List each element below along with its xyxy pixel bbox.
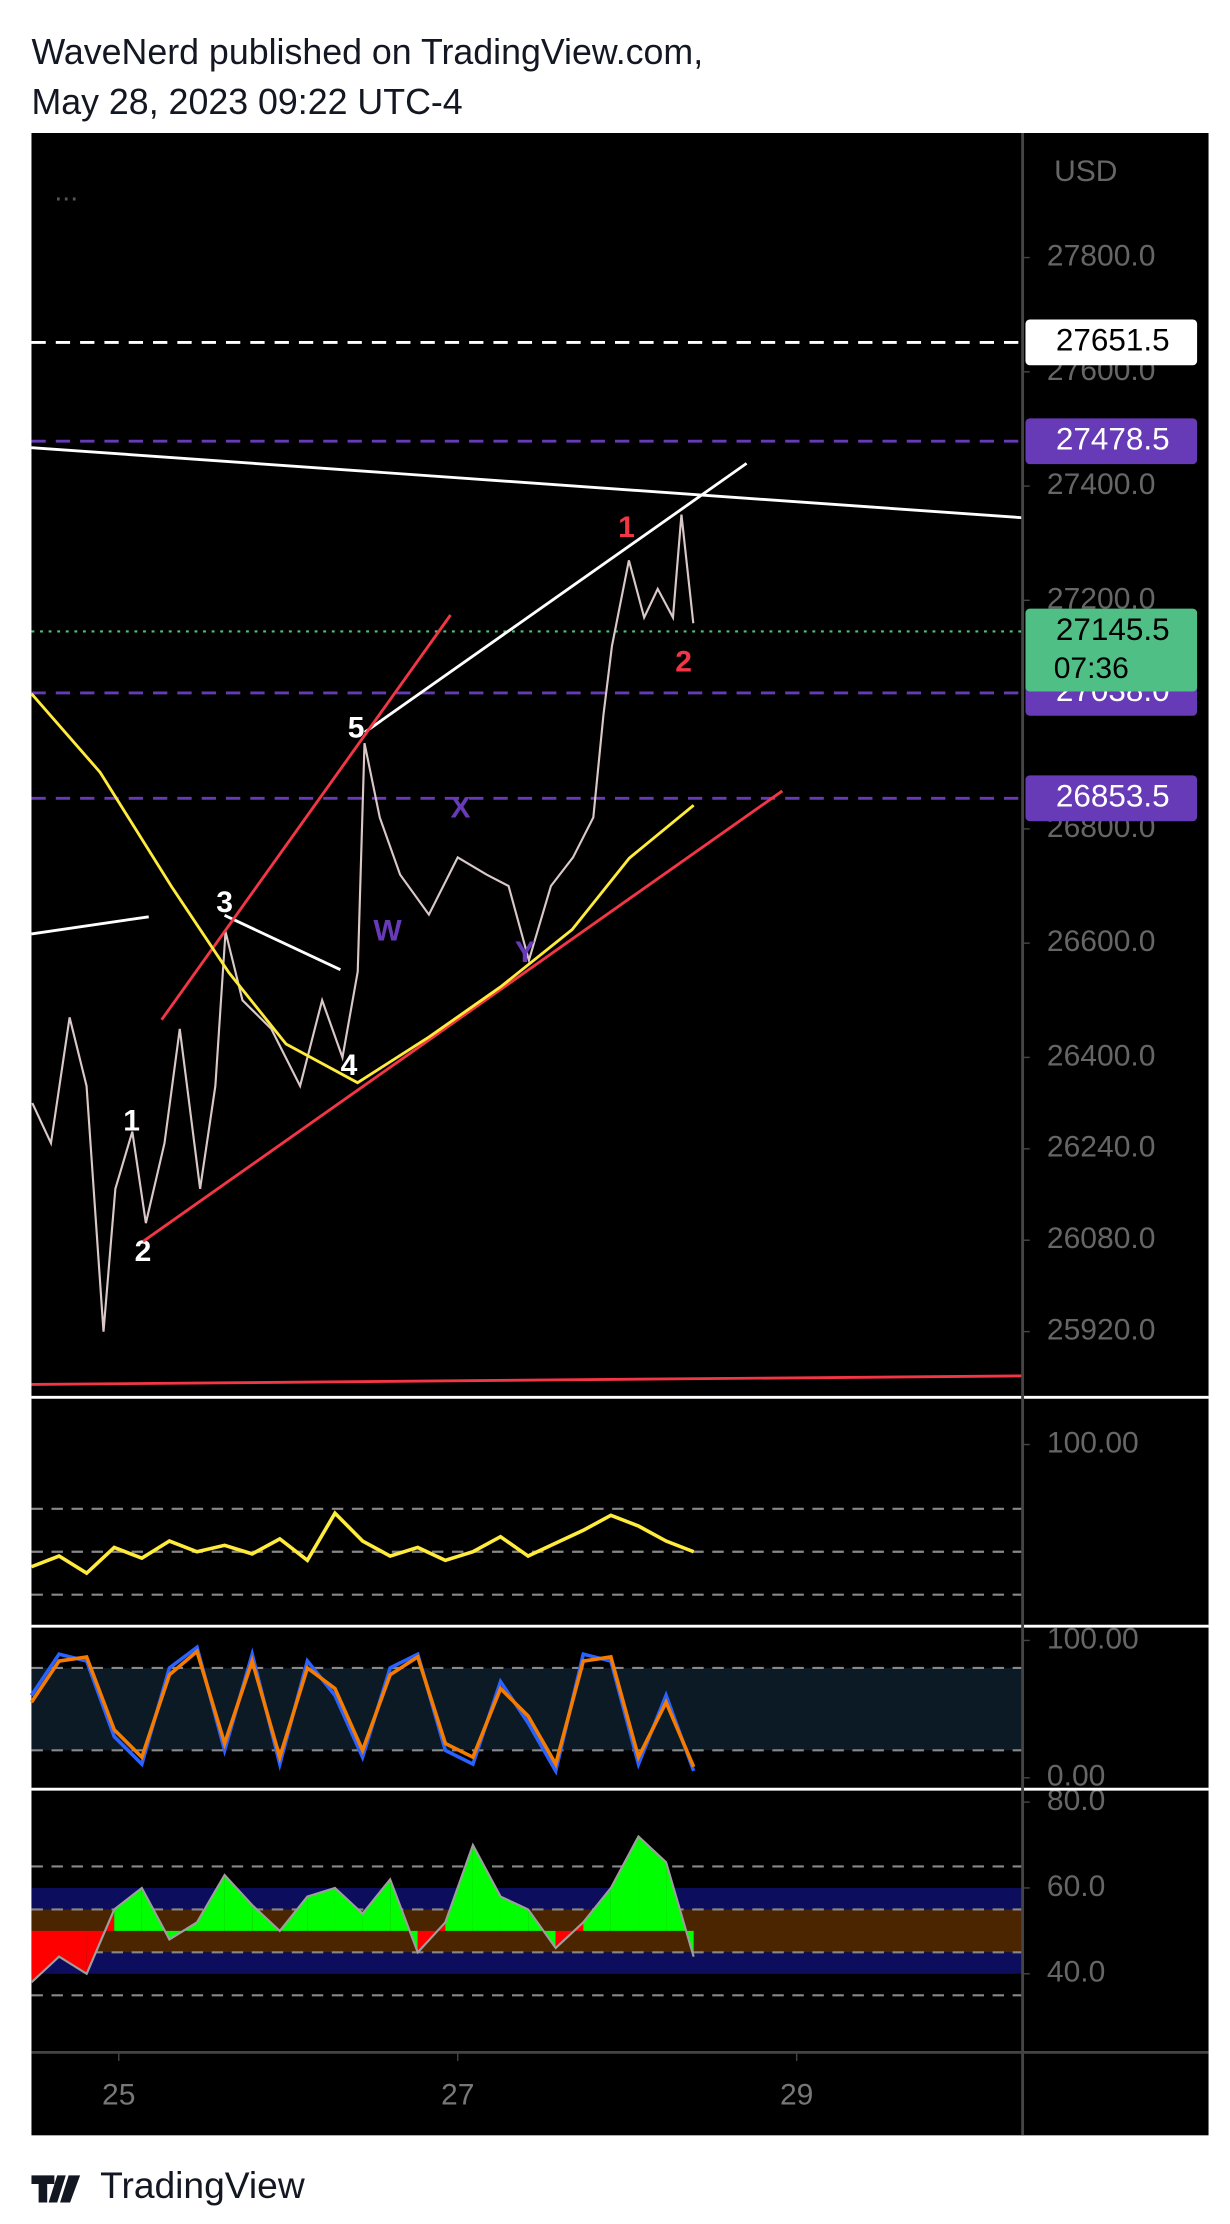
wave-label: 4 bbox=[341, 1049, 358, 1082]
drawings bbox=[30, 446, 1023, 1386]
wave-label: 5 bbox=[348, 711, 365, 744]
currency: USD bbox=[1054, 155, 1117, 188]
trendline bbox=[31, 446, 1023, 520]
y-tick-label: 27800.0 bbox=[1047, 239, 1156, 272]
area-segment bbox=[583, 1887, 611, 1931]
publish-date: May 28, 2023 09:22 UTC-4 bbox=[31, 82, 462, 122]
last-price-box bbox=[1025, 608, 1198, 692]
x-tick-label: 27 bbox=[441, 2079, 474, 2112]
chart-area bbox=[31, 133, 1209, 2136]
indicator-line bbox=[30, 1834, 695, 1984]
y-tick-label: 26080.0 bbox=[1047, 1222, 1156, 1255]
logo-mark bbox=[31, 2175, 81, 2203]
area-segment bbox=[472, 1845, 501, 1931]
publisher: WaveNerd published on TradingView.com, bbox=[31, 32, 703, 72]
y-tick-label: 40.0 bbox=[1047, 1956, 1105, 1989]
area-segment bbox=[307, 1887, 335, 1931]
wave-label: 2 bbox=[135, 1235, 152, 1268]
countdown: 07:36 bbox=[1054, 652, 1129, 685]
separators bbox=[31, 133, 1209, 2136]
band bbox=[31, 1667, 1023, 1751]
trendline bbox=[223, 914, 342, 971]
price-label-box bbox=[1025, 418, 1198, 465]
area-segment bbox=[114, 1887, 142, 1931]
trendline bbox=[142, 789, 784, 1243]
price-label-box bbox=[1025, 319, 1198, 366]
y-tick-label: 0.00 bbox=[1047, 1760, 1105, 1793]
area-segment bbox=[500, 1896, 529, 1931]
y-tick-label: 26240.0 bbox=[1047, 1131, 1156, 1164]
x-tick-label: 25 bbox=[102, 2079, 135, 2112]
wave-label: Y bbox=[515, 936, 535, 969]
wave-label: 1 bbox=[123, 1105, 140, 1138]
indicator-line bbox=[30, 1510, 695, 1576]
area-segment bbox=[334, 1887, 363, 1931]
y-tick-label: 60.0 bbox=[1047, 1870, 1105, 1903]
area-segment bbox=[362, 1879, 391, 1931]
trendline bbox=[31, 915, 149, 936]
moving-average bbox=[30, 692, 695, 1085]
logo: TradingView bbox=[31, 2164, 305, 2206]
trendline bbox=[160, 614, 452, 1021]
brand: TradingView bbox=[100, 2164, 305, 2206]
price-label-box bbox=[1025, 775, 1198, 822]
menu: ... bbox=[54, 176, 78, 208]
area-segment bbox=[59, 1930, 87, 1974]
x-tick-label: 29 bbox=[780, 2079, 813, 2112]
area-segment bbox=[224, 1875, 253, 1931]
last-price-label: 27145.5 bbox=[1056, 612, 1170, 647]
wave-label: W bbox=[373, 914, 402, 947]
wave-label: 3 bbox=[216, 886, 233, 919]
trendline bbox=[363, 462, 748, 734]
y-tick-label: 25920.0 bbox=[1047, 1314, 1156, 1347]
y-tick-label: 26600.0 bbox=[1047, 925, 1156, 958]
area-segment bbox=[197, 1875, 225, 1931]
price-label: 26853.5 bbox=[1056, 779, 1170, 814]
wave-label: X bbox=[451, 791, 471, 824]
area-segment bbox=[31, 1930, 60, 1983]
area-segment bbox=[638, 1836, 667, 1931]
trendline bbox=[31, 1374, 1023, 1386]
price-label: 27651.5 bbox=[1056, 323, 1170, 358]
area-segment bbox=[610, 1836, 639, 1931]
wave-label: 2 bbox=[675, 646, 692, 679]
y-tick-label: 100.00 bbox=[1047, 1622, 1139, 1655]
band bbox=[31, 1887, 1023, 1910]
wave-label: 1 bbox=[618, 511, 635, 544]
price-line-series bbox=[31, 514, 695, 1332]
indicator-line bbox=[29, 1648, 696, 1769]
price-label: 27478.5 bbox=[1056, 422, 1170, 457]
indicator-line bbox=[29, 1644, 696, 1776]
y-tick-label: 100.00 bbox=[1047, 1426, 1139, 1459]
y-tick-label: 26400.0 bbox=[1047, 1039, 1156, 1072]
y-tick-label: 27400.0 bbox=[1047, 468, 1156, 501]
band bbox=[31, 1952, 1023, 1974]
